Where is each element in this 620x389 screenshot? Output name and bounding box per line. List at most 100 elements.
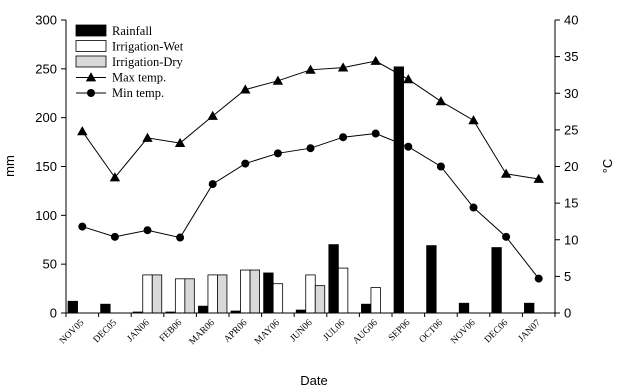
- point-min-temp: [143, 226, 152, 235]
- x-tick-label: NOV05: [58, 318, 87, 347]
- point-min-temp: [306, 144, 315, 153]
- point-min-temp: [241, 159, 250, 168]
- point-min-temp: [110, 232, 119, 241]
- bar-rainfall: [67, 300, 78, 314]
- y-tick-label-right: 5: [564, 269, 571, 284]
- y-tick-label-right: 30: [564, 86, 578, 101]
- point-max-temp: [174, 137, 186, 147]
- x-tick-label: DEC06: [483, 318, 510, 345]
- point-min-temp: [404, 142, 413, 151]
- left-y-ticks: 0 50 100 150 200 250 300: [35, 13, 66, 321]
- legend-label-rainfall: Rainfall: [112, 24, 153, 38]
- bar-irrigation-dry: [217, 274, 228, 314]
- point-min-temp: [176, 233, 185, 242]
- point-max-temp: [77, 126, 88, 136]
- point-max-temp: [370, 55, 381, 65]
- y-tick-label-right: 20: [564, 159, 578, 174]
- x-tick-label: NOV06: [449, 318, 478, 347]
- x-tick-label: APR06: [223, 318, 250, 345]
- point-max-temp: [240, 84, 251, 94]
- point-max-temp: [533, 173, 544, 183]
- point-max-temp: [468, 115, 479, 125]
- legend-label-irrigation-dry: Irrigation-Dry: [112, 55, 184, 69]
- x-tick-label: JUN06: [289, 318, 315, 344]
- point-max-temp: [337, 62, 349, 72]
- point-max-temp: [403, 74, 414, 84]
- right-y-ticks: 0 5 10 15 20 25 30 35 40: [555, 13, 578, 321]
- bar-rainfall: [100, 303, 111, 314]
- point-max-temp: [207, 110, 218, 120]
- bar-rainfall: [393, 66, 404, 314]
- point-max-temp: [305, 64, 316, 74]
- bar-rainfall: [491, 247, 502, 314]
- x-tick-label: JAN06: [126, 318, 152, 344]
- legend-marker-min-temp: [87, 89, 95, 97]
- bar-rainfall: [263, 272, 274, 314]
- x-tick-label: FEB06: [158, 318, 184, 344]
- y-axis-title-left: mm: [2, 155, 17, 177]
- point-min-temp: [534, 274, 543, 283]
- legend-label-min-temp: Min temp.: [112, 86, 164, 100]
- bar-layer: [67, 66, 535, 314]
- point-min-temp: [502, 232, 511, 241]
- y-tick-label-left: 150: [35, 159, 57, 174]
- bar-rainfall: [361, 303, 372, 314]
- y-tick-label-left: 100: [35, 208, 57, 223]
- legend-swatch-irrigation-dry: [75, 55, 107, 68]
- x-tick-label: MAY06: [253, 318, 282, 347]
- bar-irrigation-dry: [184, 278, 195, 314]
- bar-irrigation-wet: [272, 283, 284, 314]
- bar-irrigation-wet: [174, 278, 186, 314]
- point-min-temp: [78, 222, 87, 231]
- legend-label-max-temp: Max temp.: [112, 71, 166, 85]
- point-min-temp: [371, 129, 380, 138]
- bar-rainfall: [458, 302, 470, 314]
- y-tick-label-right: 40: [564, 13, 578, 28]
- x-tick-label: SEP06: [387, 318, 413, 344]
- x-tick-label: JUL06: [322, 318, 348, 344]
- legend-marker-max-temp: [85, 72, 97, 82]
- x-tick-label: DEC05: [92, 318, 119, 345]
- legend-label-irrigation-wet: Irrigation-Wet: [112, 40, 184, 54]
- y-tick-label-left: 200: [35, 110, 57, 125]
- y-axis-title-right: °C: [600, 159, 615, 174]
- y-tick-label-right: 15: [564, 196, 578, 211]
- x-tick-label: AUG06: [351, 318, 380, 347]
- bar-rainfall: [328, 244, 339, 314]
- x-tick-label: MAR06: [188, 318, 217, 347]
- bar-irrigation-wet: [207, 274, 218, 314]
- bar-irrigation-wet: [305, 274, 316, 314]
- bar-irrigation-wet: [240, 269, 251, 314]
- y-tick-label-right: 0: [564, 306, 571, 321]
- x-ticks: NOV05 DEC05 JAN06 FEB06 MAR06 APR06 MAY06 JUN06…: [58, 313, 556, 347]
- bar-irrigation-dry: [314, 285, 326, 314]
- line-layer: [77, 55, 544, 283]
- bar-irrigation-wet: [337, 267, 349, 314]
- x-tick-label: OCT06: [418, 318, 445, 345]
- y-tick-label-left: 250: [35, 61, 57, 76]
- bar-irrigation-dry: [249, 269, 260, 314]
- y-tick-label-left: 0: [50, 306, 57, 321]
- point-max-temp: [435, 96, 447, 106]
- y-tick-label-left: 300: [35, 13, 57, 28]
- bar-rainfall: [198, 305, 209, 314]
- y-tick-label-right: 25: [564, 122, 578, 137]
- bar-rainfall: [524, 302, 535, 314]
- x-tick-label: JAN07: [517, 318, 543, 344]
- point-max-temp: [109, 172, 121, 182]
- point-min-temp: [469, 203, 478, 212]
- y-tick-label-left: 50: [43, 257, 57, 272]
- y-tick-label-right: 35: [564, 49, 578, 64]
- legend-swatch-rainfall: [75, 24, 107, 37]
- point-max-temp: [272, 75, 284, 85]
- bar-rainfall: [426, 245, 437, 314]
- x-axis-title: Date: [300, 373, 327, 388]
- bar-irrigation-dry: [151, 274, 163, 314]
- bar-irrigation-wet: [142, 274, 153, 314]
- point-max-temp: [500, 168, 512, 178]
- point-min-temp: [339, 133, 348, 142]
- legend-swatch-irrigation-wet: [75, 40, 107, 52]
- point-min-temp: [436, 162, 445, 171]
